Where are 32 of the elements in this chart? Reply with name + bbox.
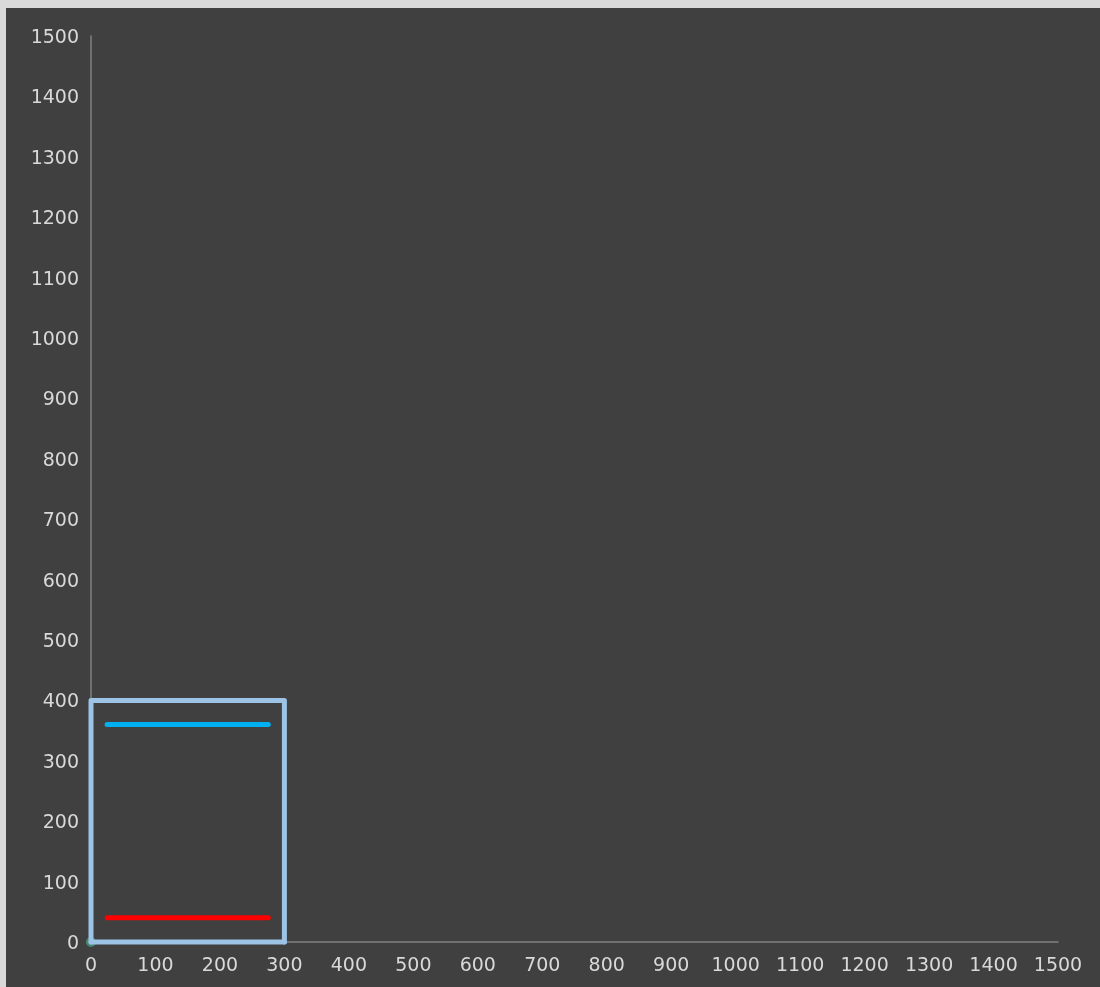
x-tick-label: 200 xyxy=(201,952,239,975)
y-tick-label: 1500 xyxy=(30,25,79,47)
x-tick-label: 400 xyxy=(330,952,367,975)
y-tick-label: 100 xyxy=(42,870,79,893)
x-tick-label: 1300 xyxy=(904,952,954,975)
y-tick-label: 700 xyxy=(42,508,79,531)
x-tick-label: 1200 xyxy=(840,952,889,975)
x-tick-label: 1100 xyxy=(775,952,825,975)
x-tick-label: 500 xyxy=(395,952,432,975)
y-tick-label: 900 xyxy=(42,387,79,410)
y-tick-label: 1000 xyxy=(30,327,79,349)
x-tick-label: 700 xyxy=(524,952,561,975)
y-tick-label: 600 xyxy=(42,568,79,591)
x-tick-label: 900 xyxy=(653,952,690,975)
x-tick-label: 1000 xyxy=(711,952,760,975)
y-tick-label: 0 xyxy=(66,931,79,953)
y-tick-label: 800 xyxy=(42,447,79,470)
y-tick-label: 500 xyxy=(42,629,79,651)
y-tick-label: 1300 xyxy=(30,145,79,168)
y-tick-label: 200 xyxy=(42,810,79,833)
x-tick-label: 600 xyxy=(459,952,496,975)
y-tick-label: 1100 xyxy=(30,266,79,289)
y-tick-label: 400 xyxy=(42,689,79,712)
x-tick-label: 800 xyxy=(588,952,625,975)
x-tick-label: 100 xyxy=(137,952,174,975)
y-tick-label: 1200 xyxy=(30,206,79,229)
x-tick-label: 300 xyxy=(266,952,303,975)
y-tick-label: 300 xyxy=(42,749,79,772)
y-tick-label: 1400 xyxy=(30,85,79,108)
x-tick-label: 1400 xyxy=(969,952,1018,975)
x-tick-label: 1500 xyxy=(1033,952,1083,975)
x-tick-label: 0 xyxy=(84,952,98,975)
